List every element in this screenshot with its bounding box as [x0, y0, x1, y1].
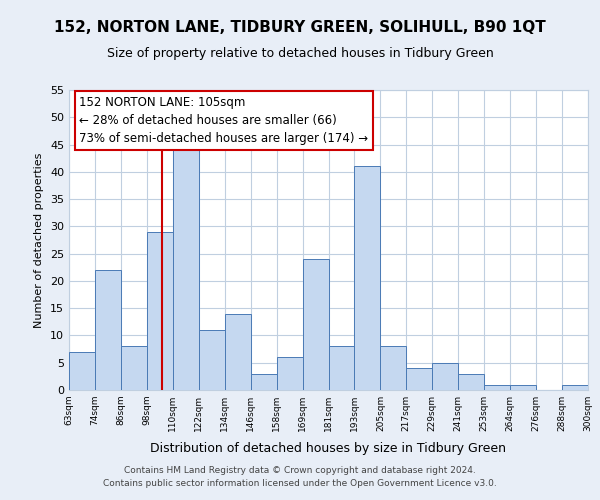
- Bar: [147, 232, 173, 390]
- Bar: [458, 374, 484, 390]
- Bar: [510, 384, 536, 390]
- Bar: [69, 352, 95, 390]
- X-axis label: Distribution of detached houses by size in Tidbury Green: Distribution of detached houses by size …: [151, 442, 506, 456]
- Bar: [484, 384, 510, 390]
- Bar: [225, 314, 251, 390]
- Bar: [251, 374, 277, 390]
- Bar: [380, 346, 406, 390]
- Bar: [329, 346, 355, 390]
- Bar: [121, 346, 147, 390]
- Text: Size of property relative to detached houses in Tidbury Green: Size of property relative to detached ho…: [107, 48, 493, 60]
- Bar: [173, 150, 199, 390]
- Bar: [433, 362, 458, 390]
- Bar: [562, 384, 588, 390]
- Text: Contains HM Land Registry data © Crown copyright and database right 2024.
Contai: Contains HM Land Registry data © Crown c…: [103, 466, 497, 487]
- Bar: [199, 330, 224, 390]
- Text: 152 NORTON LANE: 105sqm
← 28% of detached houses are smaller (66)
73% of semi-de: 152 NORTON LANE: 105sqm ← 28% of detache…: [79, 96, 368, 145]
- Bar: [95, 270, 121, 390]
- Bar: [406, 368, 432, 390]
- Y-axis label: Number of detached properties: Number of detached properties: [34, 152, 44, 328]
- Bar: [355, 166, 380, 390]
- Bar: [277, 358, 302, 390]
- Bar: [302, 259, 329, 390]
- Text: 152, NORTON LANE, TIDBURY GREEN, SOLIHULL, B90 1QT: 152, NORTON LANE, TIDBURY GREEN, SOLIHUL…: [54, 20, 546, 35]
